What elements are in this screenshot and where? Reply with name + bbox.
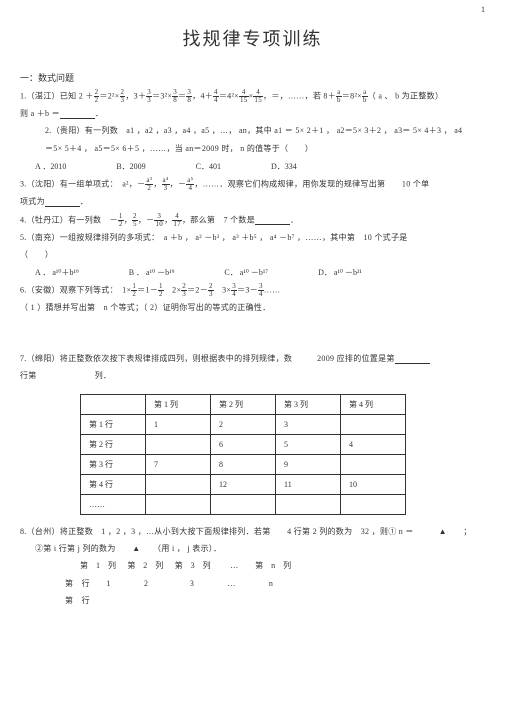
q7-line2: 行第 列． bbox=[20, 369, 485, 383]
q5-options: A ． a¹⁰＋b¹⁹B ． a¹⁰ －b¹⁹C． a¹⁰ －b¹⁷D． a¹⁰… bbox=[35, 267, 485, 278]
q2-line1: 2.（贵阳）有一列数 a1 ，a2 ，a3 ，a4 ，a5 ，…， an，其中 … bbox=[45, 124, 485, 138]
q8-line2: ②第 i 行第 j 列的数为 ▲ （用 i ， j 表示）． bbox=[35, 542, 485, 556]
q1-line2: 则 a ＋b ＝． bbox=[20, 107, 485, 121]
page-number: 1 bbox=[481, 5, 485, 14]
q3-line2: 项式为． bbox=[20, 195, 485, 209]
q5-line2: （ ） bbox=[20, 248, 485, 262]
q8-line1: 8.（台州）将正整数 1 ，2 ，3 ，…从小到大按下面规律排列．若第 4 行第… bbox=[20, 525, 485, 539]
q8-cols: 第 1 列 第 2 列 第 3 列 … 第 n 列 bbox=[80, 559, 485, 573]
q8-nums: 第 行 1 2 3 … n bbox=[65, 577, 485, 591]
q2-line2: ＝5× 5＋4 ， a5＝5× 6＋5 ，……，当 an＝2009 时， n 的… bbox=[45, 142, 485, 156]
q2-options: A ．2010B．2009C．401D．334 bbox=[35, 161, 485, 172]
q1-line1: 1.（湛江）已知 2 ＋22＝2²×23，3＋33＝3²×38＝38，4＋44＝… bbox=[20, 89, 485, 104]
document-title: 找规律专项训练 bbox=[20, 25, 485, 51]
q4-line: 4.（牡丹江）有一列数 －12，25，－310，417，那么第 7 个数是． bbox=[20, 213, 485, 228]
q6-line1: 6.（安徽）观察下列等式： 1×12＝1－12 2×23＝2－23 3×34＝3… bbox=[20, 283, 485, 298]
section-heading: 一：数式问题 bbox=[20, 71, 485, 84]
q5-line1: 5.（南充）一组按规律排列的多项式： a ＋b ， a² －b³ ， a³ ＋b… bbox=[20, 231, 485, 245]
q7-line1: 7.（绵阳）将正整数依次按下表规律排成四列，则根据表中的排列规律，数 2009 … bbox=[20, 352, 485, 366]
pattern-table: 第 1 列第 2 列第 3 列第 4 列 第 1 行123 第 2 行654 第… bbox=[80, 394, 406, 515]
q6-line2: （ 1 ）猜想并写出第 n 个等式；（ 2）证明你写出的等式的正确性． bbox=[20, 301, 485, 315]
q3-line1: 3.（沈阳）有一组单项式： a²，－a³2，a⁴3，－a⁵4，……．观察它们构成… bbox=[20, 177, 485, 192]
q8-row: 第 行 bbox=[65, 594, 485, 608]
